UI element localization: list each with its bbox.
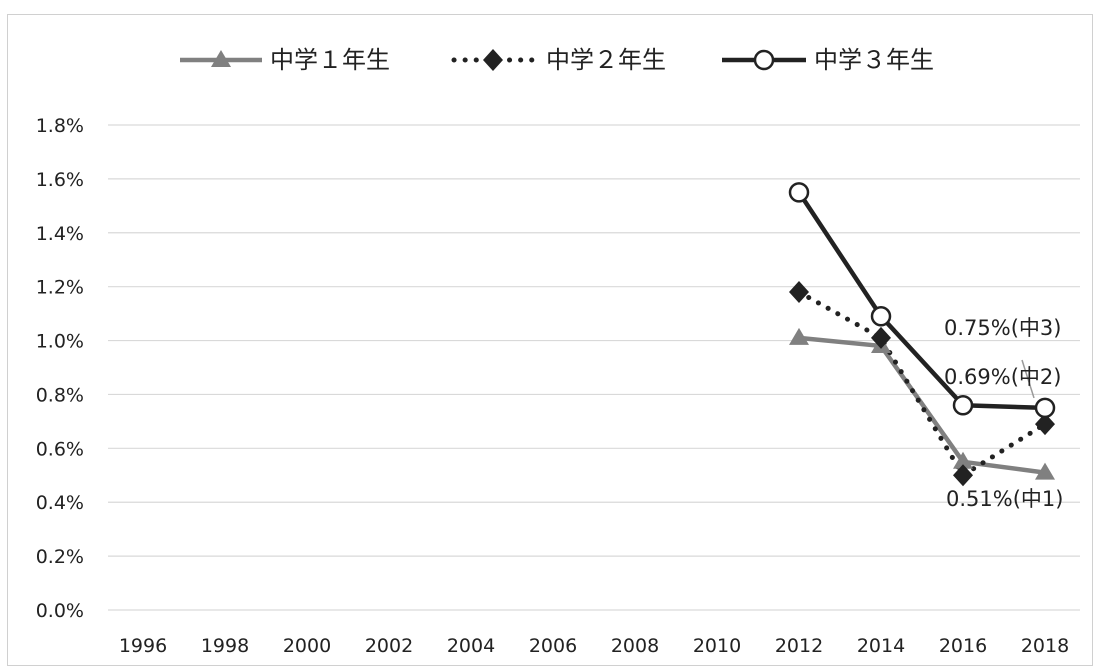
data-point xyxy=(871,326,891,349)
x-axis-ticks: 1996 1998 2000 2002 2004 2006 2008 2010 2012 2014… xyxy=(119,635,1069,657)
data-point xyxy=(1035,413,1055,436)
legend-marker xyxy=(211,50,231,67)
y-tick-label: 0.0% xyxy=(36,600,84,622)
y-tick-label: 0.2% xyxy=(36,546,84,568)
data-point xyxy=(789,327,809,345)
data-label: 0.75%(中3) xyxy=(944,316,1061,340)
data-label: 0.69%(中2) xyxy=(944,365,1061,389)
series-lines xyxy=(796,191,1048,478)
x-tick-label: 2018 xyxy=(1021,635,1069,657)
data-point xyxy=(788,182,810,203)
legend-marker xyxy=(753,49,775,71)
data-point xyxy=(789,281,809,304)
y-tick-label: 1.6% xyxy=(36,169,84,191)
data-point xyxy=(953,451,973,469)
series-line-1 xyxy=(798,335,1046,475)
annotation-leaders xyxy=(1021,359,1035,399)
x-tick-label: 2000 xyxy=(283,635,331,657)
x-tick-label: 1998 xyxy=(201,635,249,657)
data-point xyxy=(952,394,974,416)
y-axis-ticks: 0.0% 0.2% 0.4% 0.6% 0.8% 1.0% 1.2% 1.4% 1.6% 1.8% xyxy=(36,115,84,622)
x-tick-label: 2004 xyxy=(447,635,495,657)
annotation-leader xyxy=(1021,359,1035,399)
x-tick-label: 2006 xyxy=(529,635,577,657)
legend-label: 中学３年生 xyxy=(814,46,934,74)
x-tick-label: 1996 xyxy=(119,635,167,657)
y-tick-label: 1.4% xyxy=(36,223,84,245)
series-line-2 xyxy=(796,289,1048,478)
y-tick-label: 1.8% xyxy=(36,115,84,137)
y-tick-label: 1.2% xyxy=(36,277,84,299)
x-tick-label: 2002 xyxy=(365,635,413,657)
x-tick-label: 2010 xyxy=(693,635,741,657)
x-tick-label: 2008 xyxy=(611,635,659,657)
y-tick-label: 1.0% xyxy=(36,331,84,353)
y-tick-label: 0.4% xyxy=(36,492,84,514)
annotations: 0.75%(中3) 0.69%(中2) 0.51%(中1) xyxy=(944,316,1063,511)
y-tick-label: 0.6% xyxy=(36,438,84,460)
legend-marker xyxy=(483,49,503,71)
gridlines xyxy=(108,124,1080,611)
legend-label: 中学２年生 xyxy=(546,46,666,74)
legend-label: 中学１年生 xyxy=(270,46,390,74)
data-point xyxy=(1034,397,1056,419)
x-tick-label: 2014 xyxy=(857,635,905,657)
data-point xyxy=(1035,462,1055,480)
data-label: 0.51%(中1) xyxy=(946,487,1063,511)
series-line-3 xyxy=(797,191,1046,411)
x-tick-label: 2016 xyxy=(939,635,987,657)
y-tick-label: 0.8% xyxy=(36,384,84,406)
series-markers xyxy=(788,182,1056,487)
data-point xyxy=(870,306,892,327)
legend: 中学１年生 中学２年生 中学３年生 xyxy=(180,46,934,74)
x-tick-label: 2012 xyxy=(775,635,823,657)
data-point xyxy=(953,464,973,487)
